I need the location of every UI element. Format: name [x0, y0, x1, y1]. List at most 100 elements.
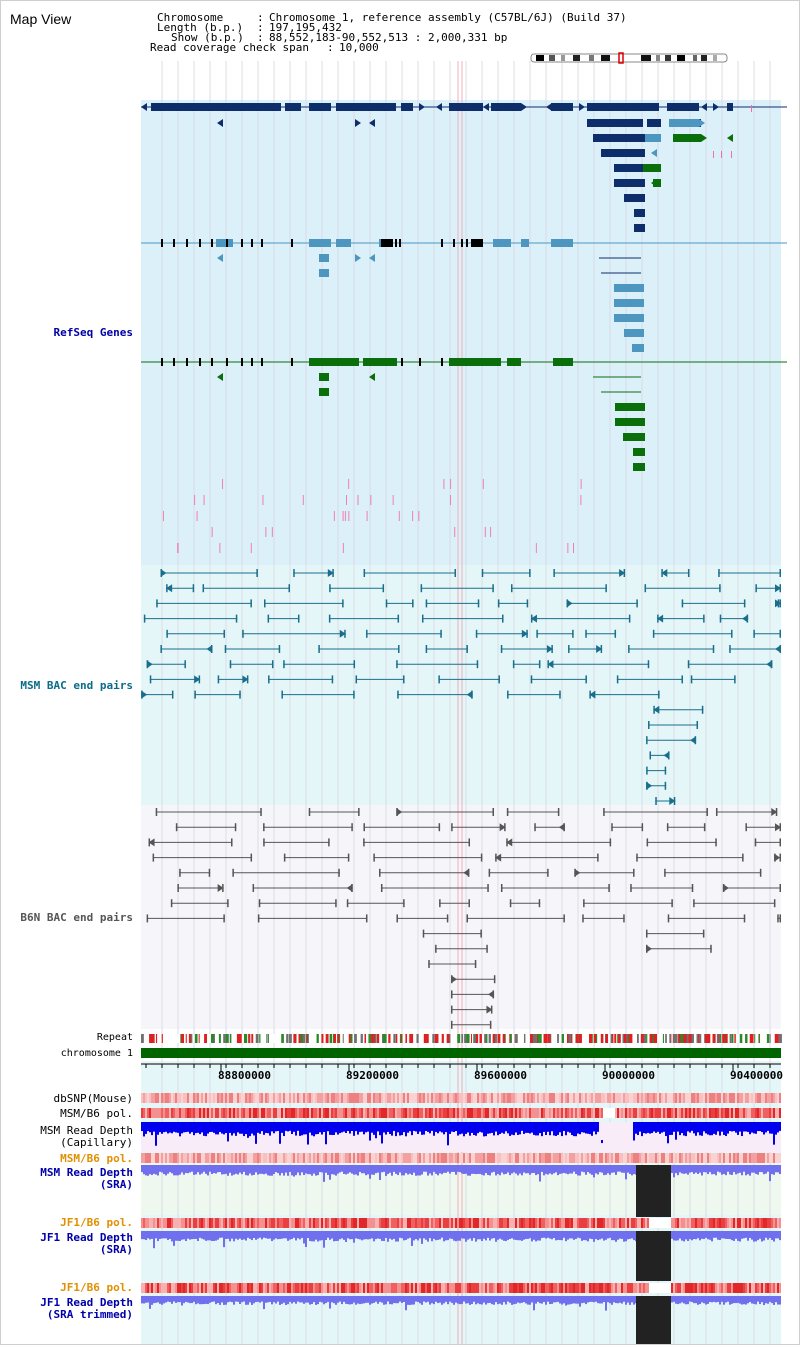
depth-bar	[699, 1231, 701, 1241]
gene-arrow	[449, 103, 455, 111]
heat-cell	[373, 1153, 375, 1163]
heat-cell	[463, 1153, 465, 1163]
axis-tick-label: 89600000	[474, 1069, 527, 1082]
heat-cell	[575, 1108, 577, 1118]
depth-bar	[395, 1231, 397, 1242]
depth-bar	[221, 1165, 223, 1175]
repeat-element	[255, 1034, 259, 1043]
gene-exon-tick	[441, 239, 443, 247]
heat-cell	[271, 1093, 273, 1103]
heat-cell	[285, 1218, 287, 1228]
heat-cell	[263, 1093, 265, 1103]
heat-cell	[663, 1283, 665, 1293]
heat-cell	[307, 1093, 309, 1103]
bac-end	[308, 808, 311, 816]
heat-cell	[227, 1093, 229, 1103]
depth-bar	[181, 1122, 183, 1134]
heat-cell	[225, 1218, 227, 1228]
heat-cell	[549, 1218, 551, 1228]
heat-cell	[671, 1218, 673, 1228]
heat-cell	[597, 1153, 599, 1163]
repeat-element	[321, 1034, 324, 1043]
heat-cell	[729, 1218, 731, 1228]
heat-cell	[351, 1093, 353, 1103]
heat-cell	[493, 1093, 495, 1103]
heat-cell	[415, 1108, 417, 1118]
gene-arrow	[401, 103, 407, 111]
depth-bar	[171, 1122, 173, 1134]
gene-arrow	[339, 629, 346, 638]
depth-bar	[187, 1122, 189, 1132]
heat-cell	[587, 1283, 589, 1293]
heat-cell	[155, 1283, 157, 1293]
heat-cell	[615, 1283, 617, 1293]
heat-cell	[167, 1153, 169, 1163]
depth-bar	[389, 1122, 391, 1135]
bac-end	[263, 838, 265, 847]
depth-bar	[225, 1296, 227, 1305]
heat-cell	[717, 1108, 719, 1118]
heat-cell	[773, 1108, 775, 1118]
depth-bar	[489, 1296, 491, 1303]
heat-cell	[651, 1218, 653, 1228]
depth-bar	[467, 1122, 469, 1133]
heat-cell	[765, 1093, 767, 1103]
heat-cell	[451, 1153, 453, 1163]
depth-bar	[241, 1231, 243, 1240]
depth-bar	[713, 1231, 715, 1238]
heat-cell	[617, 1218, 619, 1228]
depth-bar	[473, 1122, 475, 1135]
bac-end	[338, 868, 340, 877]
heat-cell	[353, 1153, 355, 1163]
heat-cell	[779, 1283, 781, 1293]
depth-bar	[457, 1296, 459, 1304]
depth-bar	[357, 1231, 359, 1239]
heat-cell	[711, 1093, 713, 1103]
gene-arrow	[546, 645, 553, 653]
track-label-msm-bac: MSM BAC end pairs	[20, 679, 133, 692]
heat-cell	[775, 1108, 777, 1118]
depth-bar	[459, 1122, 461, 1135]
depth-bar	[549, 1296, 551, 1305]
heat-cell	[225, 1283, 227, 1293]
gene-exon	[633, 448, 645, 456]
depth-bar	[389, 1231, 391, 1239]
depth-bar	[339, 1122, 341, 1134]
heat-cell	[321, 1093, 323, 1103]
ideogram-band	[713, 55, 717, 61]
heat-cell	[175, 1218, 177, 1228]
depth-bar	[745, 1165, 747, 1176]
heat-cell	[339, 1153, 341, 1163]
heat-cell	[351, 1218, 353, 1228]
depth-bar	[339, 1231, 341, 1240]
heat-cell	[583, 1153, 585, 1163]
heat-cell	[701, 1108, 703, 1118]
heat-cell	[581, 1153, 583, 1163]
snp-tick	[194, 495, 196, 505]
gene-exon	[634, 209, 645, 217]
heat-cell	[271, 1283, 273, 1293]
depth-bar	[237, 1231, 239, 1240]
track-label-dbsnp: dbSNP(Mouse)	[53, 1092, 133, 1105]
depth-bar	[331, 1296, 333, 1303]
heat-cell	[665, 1093, 667, 1103]
heat-cell	[329, 1093, 331, 1103]
depth-bar	[777, 1122, 779, 1133]
heat-cell	[325, 1093, 327, 1103]
bac-end	[192, 584, 195, 593]
bac-end	[636, 853, 638, 862]
depth-bar	[587, 1122, 589, 1134]
depth-bar	[611, 1231, 613, 1241]
heat-cell	[549, 1153, 551, 1163]
heat-cell	[421, 1153, 423, 1163]
depth-bar	[579, 1231, 581, 1239]
heat-cell	[255, 1093, 257, 1103]
heat-cell	[483, 1108, 485, 1118]
heat-cell	[163, 1093, 165, 1103]
depth-bar	[269, 1122, 271, 1136]
heat-cell	[369, 1283, 371, 1293]
depth-bar	[603, 1231, 605, 1241]
bac-end	[252, 884, 255, 892]
depth-bar	[593, 1296, 595, 1303]
